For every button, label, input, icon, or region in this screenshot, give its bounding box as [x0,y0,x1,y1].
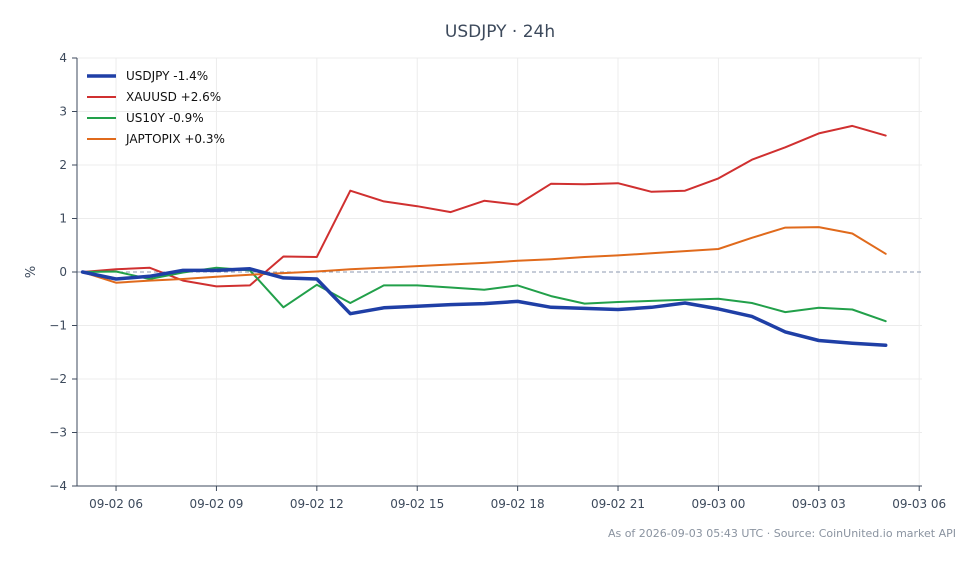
legend: USDJPY -1.4% XAUUSD +2.6% US10Y -0.9% JAPTO… [87,69,225,146]
y-tick-label: 0 [59,265,67,279]
x-tick-label: 09-02 21 [591,497,645,511]
series-line-japtopix [81,226,887,284]
x-tick-label: 09-02 09 [189,497,243,511]
y-tick-label: −2 [49,372,67,386]
x-tick-label: 09-03 00 [691,497,745,511]
legend-item: JAPTOPIX +0.3% [87,132,225,146]
x-tick-label: 09-02 18 [491,497,545,511]
legend-label: XAUUSD +2.6% [126,90,221,104]
x-tick-label: 09-02 06 [89,497,143,511]
legend-item: US10Y -0.9% [87,111,204,125]
y-tick-label: 3 [59,105,67,119]
y-tick-label: 2 [59,158,67,172]
series-line-xauusd [81,124,887,288]
y-tick-label: −3 [49,426,67,440]
legend-label: USDJPY -1.4% [126,69,208,83]
legend-item: USDJPY -1.4% [87,69,208,83]
series-line-usdjpy [80,267,888,348]
y-tick-label: −4 [49,479,67,493]
axes: 4 3 2 1 0 −1 −2 −3 −4 09-02 06 09-02 09 09-02 12 09-… [49,51,946,511]
legend-label: US10Y -0.9% [126,111,204,125]
x-tick-label: 09-02 12 [290,497,344,511]
footer-source: As of 2026-09-03 05:43 UTC · Source: Coi… [608,527,956,540]
legend-label: JAPTOPIX +0.3% [125,132,225,146]
y-tick-label: 1 [59,212,67,226]
legend-item: XAUUSD +2.6% [87,90,221,104]
series-lines [80,124,888,348]
series-line-us10y [81,266,887,323]
y-tick-label: 4 [59,51,67,65]
chart-title: USDJPY · 24h [445,22,555,42]
x-tick-label: 09-03 03 [792,497,846,511]
y-axis-label: % [24,266,39,278]
y-tick-label: −1 [49,319,67,333]
x-tick-label: 09-03 06 [892,497,946,511]
x-tick-label: 09-02 15 [390,497,444,511]
